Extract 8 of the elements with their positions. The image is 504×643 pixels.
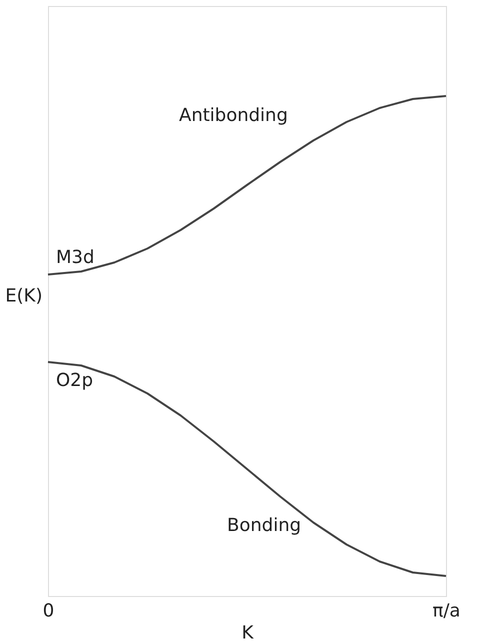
- x-tick-label: π/a: [432, 600, 460, 622]
- annotation: M3d: [56, 247, 94, 268]
- annotation: Antibonding: [179, 105, 288, 126]
- x-axis-title: K: [242, 622, 255, 643]
- annotation: Bonding: [227, 515, 302, 536]
- x-tick-label: 0: [42, 600, 54, 622]
- y-axis-title: E(K): [5, 286, 42, 306]
- annotation: O2p: [56, 370, 94, 391]
